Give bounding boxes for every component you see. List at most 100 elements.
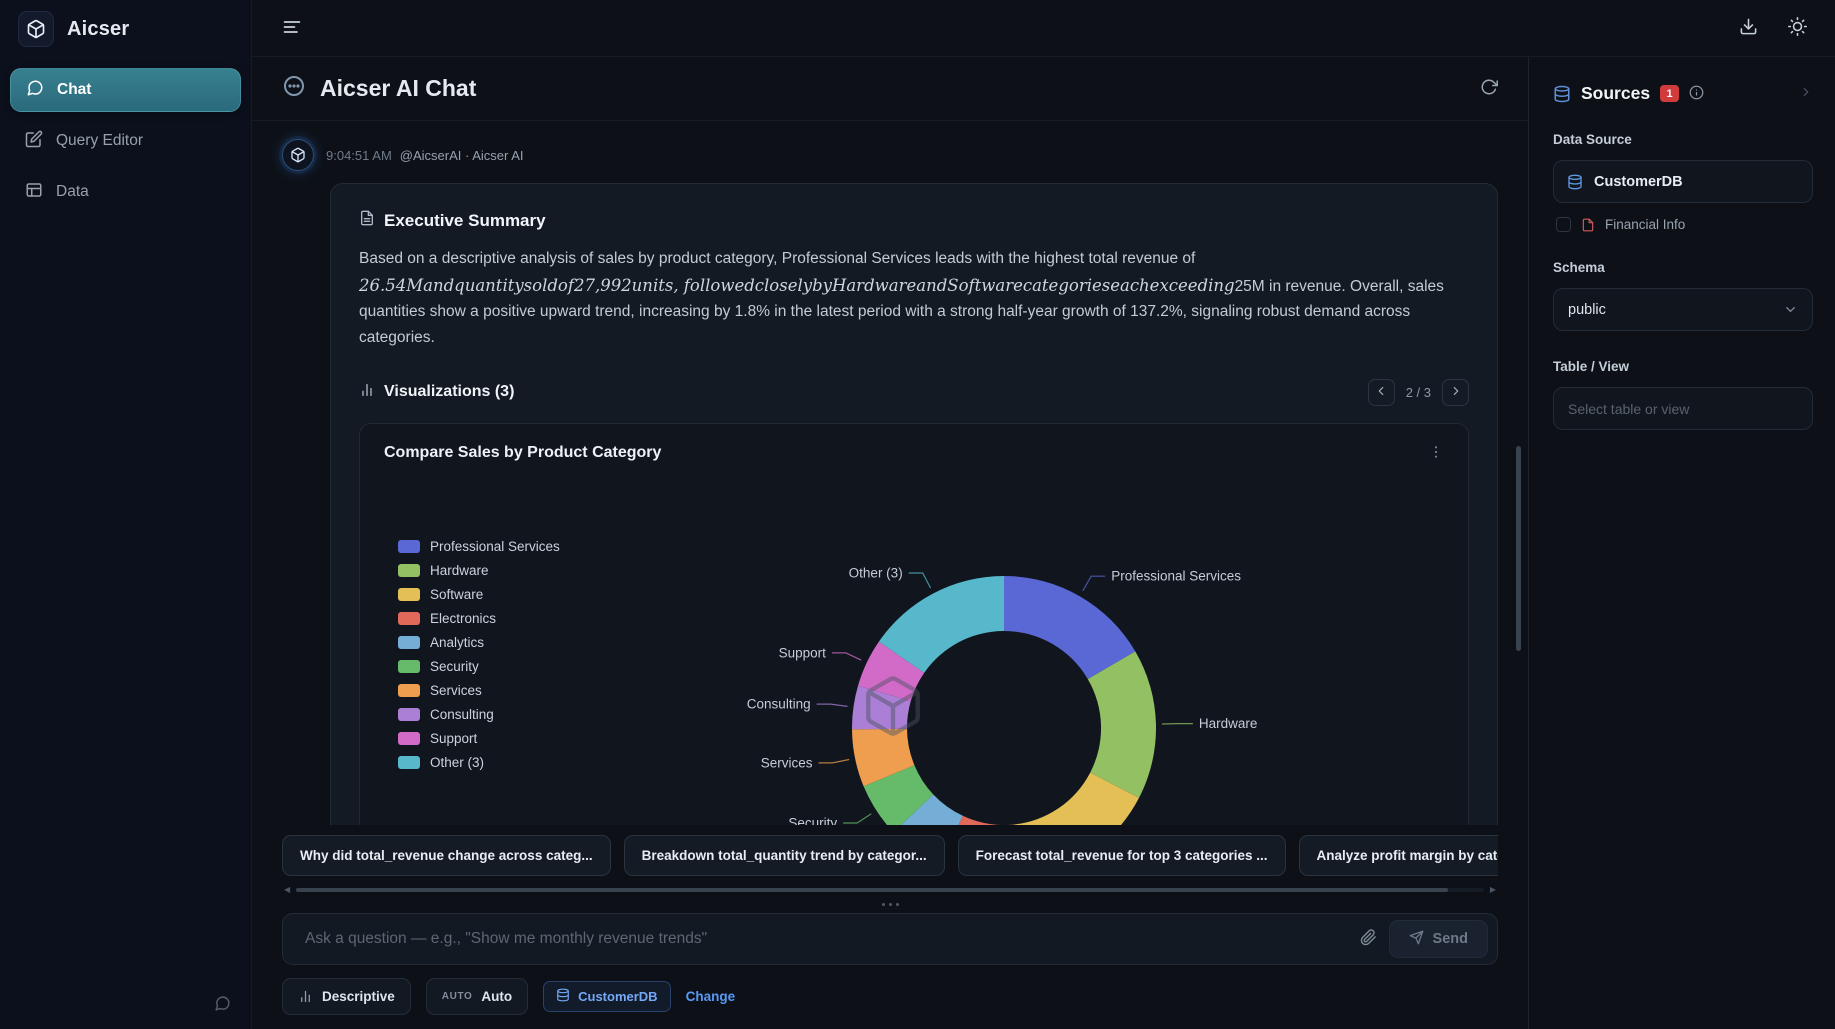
legend-item[interactable]: Services xyxy=(398,683,684,698)
donut-segment-8[interactable] xyxy=(858,641,925,701)
donut-chart[interactable]: Professional ServicesHardwareSoftwareEle… xyxy=(684,503,1364,825)
donut-watermark xyxy=(866,676,920,736)
schema-select[interactable]: public xyxy=(1553,288,1813,331)
change-database-link[interactable]: Change xyxy=(685,989,736,1004)
composer-controls: Descriptive AUTO Auto CustomerDB C xyxy=(282,978,1498,1015)
resize-handle[interactable] xyxy=(870,903,910,906)
chart-menu-button[interactable] xyxy=(1428,444,1444,463)
sources-info-button[interactable] xyxy=(1689,85,1704,103)
chart-card: Compare Sales by Product Category Profes… xyxy=(359,422,1469,825)
donut-leader-line xyxy=(843,813,872,824)
donut-segment-1[interactable] xyxy=(1087,651,1157,798)
summary-header: Executive Summary xyxy=(359,210,1469,231)
viz-prev-button[interactable] xyxy=(1367,378,1395,406)
legend-item[interactable]: Software xyxy=(398,587,684,602)
suggestion-chip[interactable]: Analyze profit margin by category trends xyxy=(1298,835,1498,876)
scroll-left-arrow-icon[interactable]: ◀ xyxy=(284,885,291,894)
message-author: @AicserAI · Aicser AI xyxy=(399,147,524,163)
analysis-mode-chip[interactable]: Descriptive xyxy=(282,978,411,1015)
chips-scroll-track[interactable] xyxy=(296,887,1484,892)
chips-scrollbar[interactable]: ◀ ▶ xyxy=(284,885,1496,894)
paperclip-icon xyxy=(1360,929,1377,949)
suggestion-chip[interactable]: Breakdown total_quantity trend by catego… xyxy=(623,835,945,876)
table-view-label: Table / View xyxy=(1553,359,1630,374)
table-view-input[interactable] xyxy=(1553,387,1813,430)
schema-value: public xyxy=(1568,301,1606,318)
donut-leader-line xyxy=(908,572,932,589)
legend-item[interactable]: Consulting xyxy=(398,707,684,722)
cube-logo-icon xyxy=(18,11,54,47)
bar-chart-icon xyxy=(298,989,313,1004)
visualizations-header: Visualizations (3) 2 / 3 xyxy=(359,378,1469,406)
more-vertical-icon xyxy=(1428,444,1444,463)
auto-value: Auto xyxy=(481,989,513,1004)
table-icon xyxy=(25,181,43,204)
send-button[interactable]: Send xyxy=(1388,920,1488,958)
sidebar-item-data[interactable]: Data xyxy=(10,170,241,214)
chevron-right-icon xyxy=(1799,85,1813,102)
theme-toggle-button[interactable] xyxy=(1788,17,1807,39)
legend-item[interactable]: Support xyxy=(398,731,684,746)
suggestion-chip[interactable]: Forecast total_revenue for top 3 categor… xyxy=(957,835,1286,876)
info-icon xyxy=(1689,85,1704,103)
attach-button[interactable] xyxy=(1360,929,1377,949)
legend-swatch xyxy=(398,635,420,649)
legend-swatch xyxy=(398,755,420,769)
auto-badge: AUTO xyxy=(441,991,473,1002)
scroll-right-arrow-icon[interactable]: ▶ xyxy=(1489,885,1496,894)
content-row: Aicser AI Chat 9:04:51 AM xyxy=(252,57,1835,1029)
legend-label: Security xyxy=(430,658,479,674)
file-text-icon xyxy=(359,210,375,231)
sources-panel: Sources 1 Data Source xyxy=(1528,57,1835,1029)
donut-segment-7[interactable] xyxy=(851,685,911,730)
legend-swatch xyxy=(398,611,420,625)
donut-label: Security xyxy=(788,815,837,825)
download-icon xyxy=(1739,17,1758,39)
viz-next-button[interactable] xyxy=(1442,378,1469,406)
legend-label: Analytics xyxy=(430,634,485,650)
donut-segment-5[interactable] xyxy=(863,765,934,825)
active-database-chip[interactable]: CustomerDB xyxy=(543,981,671,1012)
donut-segment-9[interactable] xyxy=(878,575,1004,673)
database-icon xyxy=(1567,174,1583,190)
donut-segment-0[interactable] xyxy=(1004,575,1136,679)
data-source-item[interactable]: CustomerDB xyxy=(1553,160,1813,203)
donut-leader-line xyxy=(818,758,850,764)
sidebar-item-chat[interactable]: Chat xyxy=(10,68,241,112)
menu-button[interactable] xyxy=(282,17,302,40)
chat-scrollbar[interactable] xyxy=(1516,446,1521,651)
donut-leader-line xyxy=(831,652,862,661)
legend-item[interactable]: Analytics xyxy=(398,635,684,650)
financial-info-checkbox[interactable] xyxy=(1556,217,1571,232)
donut-segment-4[interactable] xyxy=(893,794,963,825)
collapse-panel-button[interactable] xyxy=(1799,85,1813,102)
legend-label: Professional Services xyxy=(430,538,560,554)
legend-item[interactable]: Electronics xyxy=(398,611,684,626)
question-input[interactable] xyxy=(305,930,1348,948)
legend-label: Electronics xyxy=(430,610,497,626)
auto-mode-chip[interactable]: AUTO Auto xyxy=(425,978,529,1015)
chips-scroll-thumb[interactable] xyxy=(296,887,1449,892)
sidebar-item-query-editor[interactable]: Query Editor xyxy=(10,119,241,163)
sources-header: Sources 1 xyxy=(1553,83,1813,104)
donut-segment-3[interactable] xyxy=(939,815,1019,825)
legend-item[interactable]: Hardware xyxy=(398,563,684,578)
sidebar-nav: Chat Query Editor Data xyxy=(0,58,251,224)
suggestion-chip[interactable]: Why did total_revenue change across cate… xyxy=(282,835,611,876)
summary-text: Based on a descriptive analysis of sales… xyxy=(359,246,1469,351)
legend-item[interactable]: Professional Services xyxy=(398,539,684,554)
legend-item[interactable]: Security xyxy=(398,659,684,674)
refresh-button[interactable] xyxy=(1480,78,1498,99)
legend-label: Services xyxy=(430,682,482,698)
chat-bubble-icon xyxy=(282,74,306,103)
legend-swatch xyxy=(398,539,420,553)
topbar xyxy=(252,0,1835,57)
legend-item[interactable]: Other (3) xyxy=(398,755,684,770)
donut-label: Professional Services xyxy=(1111,569,1241,584)
export-button[interactable] xyxy=(1739,17,1758,39)
sources-title: Sources xyxy=(1581,83,1651,103)
donut-segment-6[interactable] xyxy=(852,728,915,787)
legend-swatch xyxy=(398,707,420,721)
donut-segment-2[interactable] xyxy=(1014,772,1139,825)
help-chat-icon[interactable] xyxy=(214,995,231,1017)
